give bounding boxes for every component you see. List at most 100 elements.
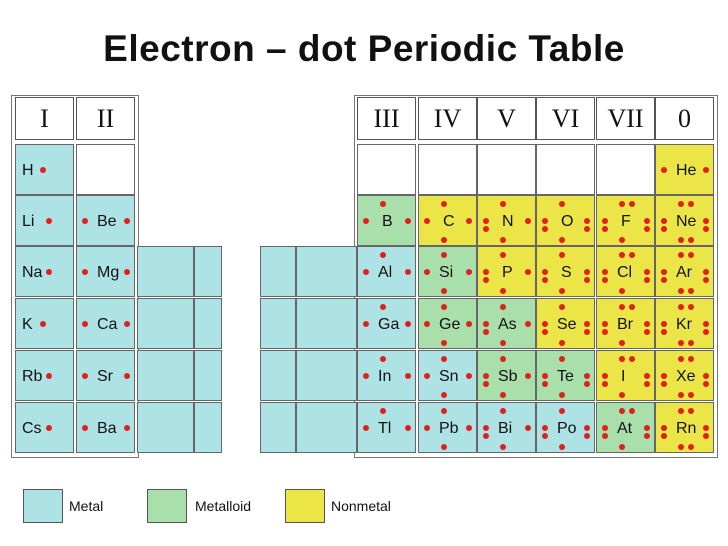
electron-dot bbox=[661, 269, 667, 275]
transition-metal-cell bbox=[137, 298, 194, 349]
element-cell-kr: Kr bbox=[655, 298, 714, 349]
element-cell-f: F bbox=[596, 195, 655, 246]
electron-dot bbox=[500, 356, 506, 362]
electron-dot bbox=[500, 408, 506, 414]
electron-dot bbox=[559, 237, 565, 243]
electron-dot bbox=[542, 381, 548, 387]
electron-dot bbox=[678, 408, 684, 414]
electron-dot bbox=[363, 425, 369, 431]
electron-dot bbox=[559, 444, 565, 450]
group-header: IV bbox=[418, 97, 477, 140]
electron-dot bbox=[542, 433, 548, 439]
electron-dot bbox=[441, 340, 447, 346]
transition-metal-cell bbox=[137, 350, 194, 401]
element-symbol: Pb bbox=[439, 420, 459, 437]
electron-dot bbox=[661, 321, 667, 327]
element-cell-at: At bbox=[596, 402, 655, 453]
electron-dot bbox=[619, 408, 625, 414]
element-symbol: Tl bbox=[378, 420, 392, 437]
electron-dot bbox=[483, 381, 489, 387]
electron-dot bbox=[559, 408, 565, 414]
electron-dot bbox=[602, 226, 608, 232]
electron-dot bbox=[441, 356, 447, 362]
element-cell-xe: Xe bbox=[655, 350, 714, 401]
electron-dot bbox=[483, 433, 489, 439]
electron-dot bbox=[380, 201, 386, 207]
empty-cell bbox=[418, 144, 477, 195]
electron-dot bbox=[688, 408, 694, 414]
electron-dot bbox=[124, 321, 130, 327]
electron-dot bbox=[441, 252, 447, 258]
electron-dot bbox=[602, 425, 608, 431]
electron-dot bbox=[380, 252, 386, 258]
element-symbol: Si bbox=[439, 264, 454, 281]
electron-dot bbox=[602, 373, 608, 379]
legend-swatch-metal bbox=[23, 489, 63, 523]
electron-dot bbox=[424, 269, 430, 275]
electron-dot bbox=[542, 218, 548, 224]
element-symbol: Rb bbox=[22, 368, 43, 385]
electron-dot bbox=[619, 392, 625, 398]
electron-dot bbox=[525, 425, 531, 431]
element-symbol: Be bbox=[97, 213, 117, 230]
electron-dot bbox=[688, 201, 694, 207]
electron-dot bbox=[661, 167, 667, 173]
electron-dot bbox=[542, 277, 548, 283]
element-symbol: In bbox=[378, 368, 392, 385]
electron-dot bbox=[483, 321, 489, 327]
element-cell-in: In bbox=[357, 350, 416, 401]
electron-dot bbox=[584, 226, 590, 232]
electron-dot bbox=[559, 288, 565, 294]
electron-dot bbox=[703, 373, 709, 379]
electron-dot bbox=[441, 444, 447, 450]
element-symbol: Na bbox=[22, 264, 43, 281]
electron-dot bbox=[688, 444, 694, 450]
electron-dot bbox=[466, 425, 472, 431]
empty-cell bbox=[477, 144, 536, 195]
element-cell-c: C bbox=[418, 195, 477, 246]
element-symbol: Ar bbox=[676, 264, 692, 281]
electron-dot bbox=[703, 277, 709, 283]
element-cell-s: S bbox=[536, 246, 595, 297]
electron-dot bbox=[688, 237, 694, 243]
electron-dot bbox=[405, 218, 411, 224]
empty-cell bbox=[76, 144, 135, 195]
electron-dot bbox=[82, 218, 88, 224]
electron-dot bbox=[644, 381, 650, 387]
element-symbol: P bbox=[502, 264, 513, 281]
element-cell-he: He bbox=[655, 144, 714, 195]
element-cell-ge: Ge bbox=[418, 298, 477, 349]
electron-dot bbox=[678, 340, 684, 346]
transition-metal-cell bbox=[296, 246, 357, 297]
element-cell-pb: Pb bbox=[418, 402, 477, 453]
electron-dot bbox=[661, 329, 667, 335]
element-symbol: S bbox=[561, 264, 572, 281]
electron-dot bbox=[441, 408, 447, 414]
electron-dot bbox=[363, 269, 369, 275]
element-cell-p: P bbox=[477, 246, 536, 297]
electron-dot bbox=[466, 321, 472, 327]
electron-dot bbox=[688, 288, 694, 294]
electron-dot bbox=[124, 425, 130, 431]
element-symbol: He bbox=[676, 162, 697, 179]
electron-dot bbox=[661, 218, 667, 224]
electron-dot bbox=[405, 373, 411, 379]
electron-dot bbox=[629, 304, 635, 310]
electron-dot bbox=[688, 340, 694, 346]
element-cell-cs: Cs bbox=[15, 402, 74, 453]
electron-dot bbox=[483, 277, 489, 283]
electron-dot bbox=[703, 425, 709, 431]
element-symbol: Sb bbox=[498, 368, 518, 385]
electron-dot bbox=[678, 392, 684, 398]
element-cell-ga: Ga bbox=[357, 298, 416, 349]
electron-dot bbox=[559, 304, 565, 310]
group-header: VI bbox=[536, 97, 595, 140]
electron-dot bbox=[703, 218, 709, 224]
electron-dot bbox=[466, 218, 472, 224]
electron-dot bbox=[602, 433, 608, 439]
electron-dot bbox=[363, 321, 369, 327]
element-cell-na: Na bbox=[15, 246, 74, 297]
electron-dot bbox=[584, 373, 590, 379]
element-symbol: Cs bbox=[22, 420, 42, 437]
element-cell-ba: Ba bbox=[76, 402, 135, 453]
